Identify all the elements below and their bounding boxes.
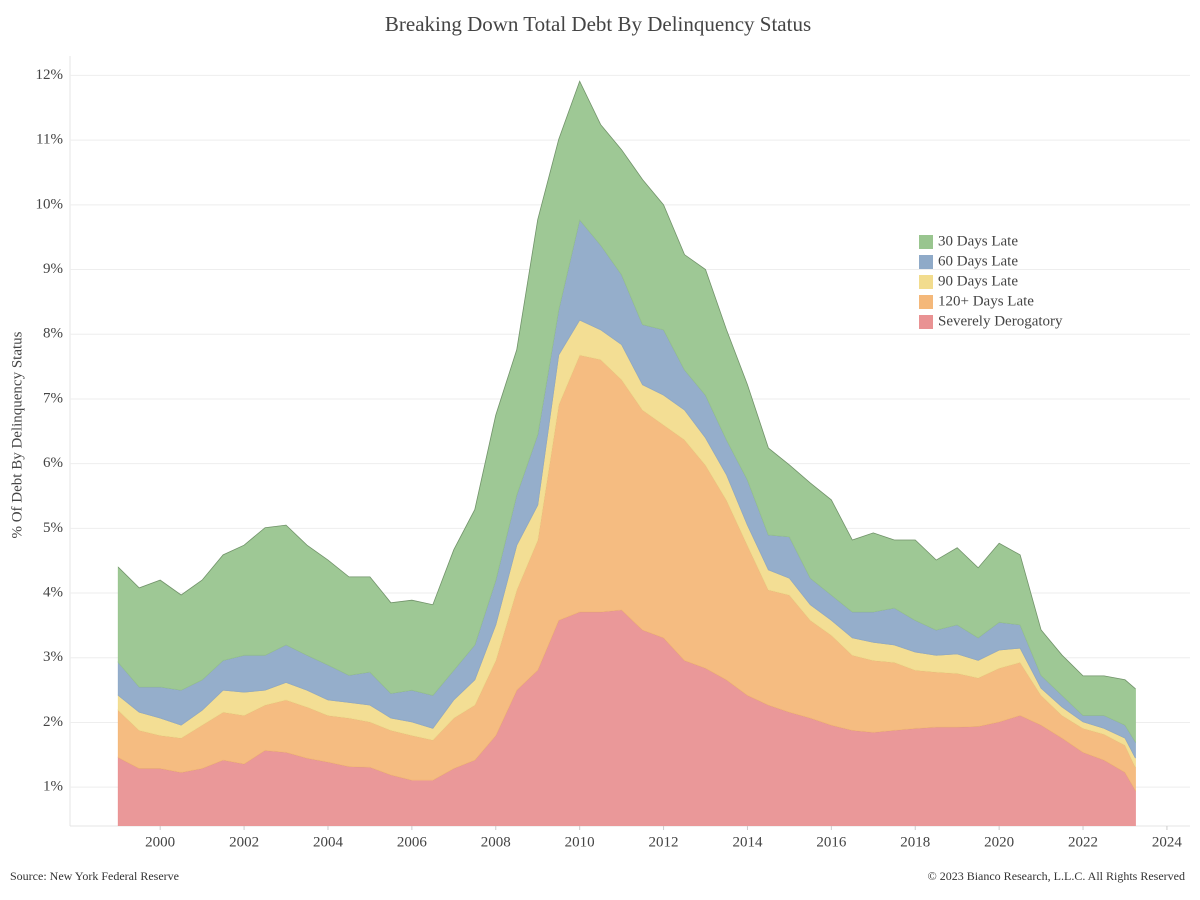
y-tick-label: 10% (36, 196, 64, 212)
x-tick-label: 2018 (900, 834, 930, 850)
x-tick-label: 2002 (229, 834, 259, 850)
x-tick-label: 2020 (984, 834, 1014, 850)
y-tick-label: 8% (43, 326, 63, 342)
y-axis-label: % Of Debt By Delinquency Status (9, 331, 25, 538)
y-tick-label: 11% (36, 132, 63, 148)
legend-swatch (919, 295, 933, 309)
source-note: Source: New York Federal Reserve (10, 869, 179, 883)
y-tick-label: 9% (43, 261, 63, 277)
x-tick-label: 2016 (816, 834, 847, 850)
area-edge (117, 80, 1136, 690)
x-tick-label: 2000 (145, 834, 175, 850)
x-tick-label: 2014 (732, 834, 763, 850)
x-tick-label: 2008 (481, 834, 511, 850)
y-tick-label: 2% (43, 714, 63, 730)
legend-label: 120+ Days Late (938, 293, 1034, 309)
x-tick-label: 2024 (1152, 834, 1183, 850)
legend-swatch (919, 235, 933, 249)
y-tick-label: 4% (43, 584, 63, 600)
legend-label: 90 Days Late (938, 273, 1018, 289)
legend-label: Severely Derogatory (938, 313, 1063, 329)
x-tick-label: 2012 (649, 834, 679, 850)
legend-swatch (919, 275, 933, 289)
y-tick-label: 6% (43, 455, 63, 471)
y-tick-label: 3% (43, 649, 63, 665)
legend-swatch (919, 315, 933, 329)
y-tick-label: 12% (36, 67, 64, 83)
y-tick-label: 1% (43, 779, 63, 795)
y-tick-label: 5% (43, 520, 63, 536)
legend-label: 30 Days Late (938, 233, 1018, 249)
legend: Severely Derogatory 120+ Days Late 90 Days… (919, 233, 1063, 329)
legend-swatch (919, 255, 933, 269)
area (117, 80, 1136, 744)
x-tick-label: 2022 (1068, 834, 1098, 850)
legend-label: 60 Days Late (938, 253, 1018, 269)
x-tick-label: 2010 (565, 834, 595, 850)
y-tick-label: 7% (43, 390, 63, 406)
x-tick-label: 2004 (313, 834, 344, 850)
area-layer (117, 80, 1136, 826)
chart-title: Breaking Down Total Debt By Delinquency … (385, 12, 811, 36)
x-tick-label: 2006 (397, 834, 428, 850)
copyright-note: © 2023 Bianco Research, L.L.C. All Right… (928, 869, 1185, 883)
